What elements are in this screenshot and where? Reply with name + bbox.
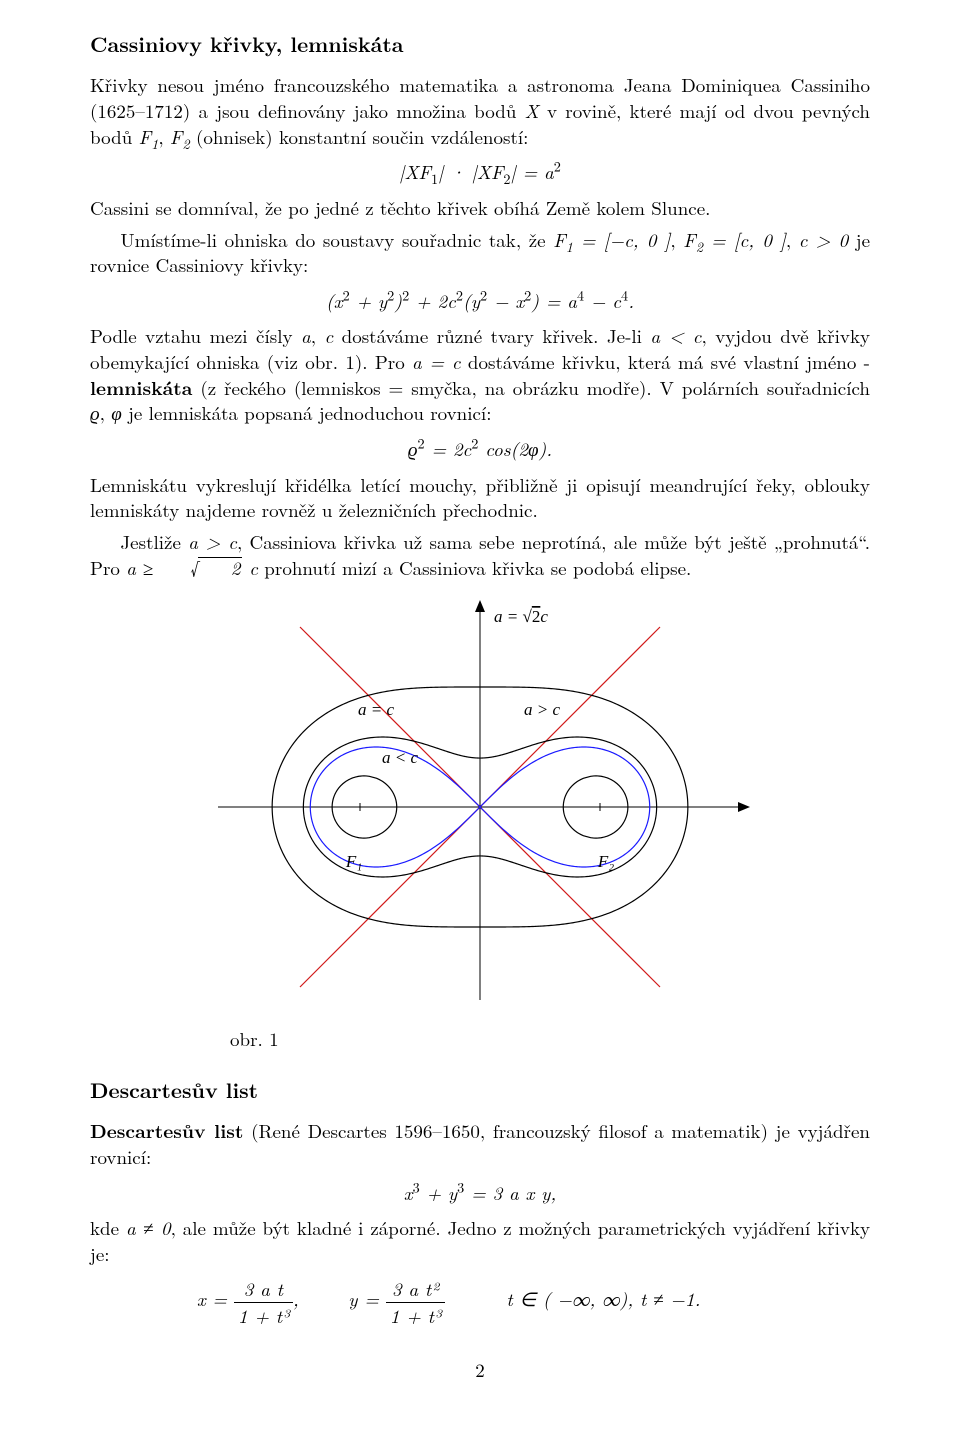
fraction-y: 3 a t² 1 + t³ bbox=[386, 1276, 445, 1328]
math-inline: a ≥ 2 c bbox=[126, 554, 258, 581]
var-c: c bbox=[324, 322, 333, 349]
term-descartes: Descartesův list bbox=[90, 1116, 243, 1144]
frac-num: 3 a t bbox=[234, 1276, 293, 1302]
var-x: X bbox=[525, 97, 539, 124]
text: , bbox=[670, 226, 683, 253]
var-a: a bbox=[301, 322, 311, 349]
text: , bbox=[311, 322, 325, 349]
descartes-paragraph-2: kde a ≠ 0, ale může být kladné i záporné… bbox=[90, 1215, 870, 1266]
math-inline: a < c bbox=[650, 322, 701, 349]
cassini-paragraph-6: Jestliže a > c, Cassiniova křivka už sam… bbox=[90, 529, 870, 580]
text: Umístíme-li ohniska do soustavy souřadni… bbox=[120, 226, 553, 253]
math-inline: c > 0 bbox=[799, 226, 848, 253]
cassini-eq-3: ϱ2 = 2c2 cos(2φ). bbox=[90, 436, 870, 462]
cassini-eq-2: (x2 + y2)2 + 2c2(y2 − x2) = a4 − c4. bbox=[90, 288, 870, 314]
cassini-paragraph-1: Křivky nesou jméno francouzského matemat… bbox=[90, 72, 870, 149]
var-rho: ϱ bbox=[90, 399, 100, 426]
math-inline: a ≠ 0 bbox=[126, 1214, 171, 1241]
descartes-eq-1: x3 + y3 = 3 a x y, bbox=[90, 1180, 870, 1206]
descartes-eq-2: x = 3 a t 1 + t³ , y = 3 a t² 1 + t³ t ∈… bbox=[90, 1276, 870, 1328]
figure-cassini: a = √2c a > c a = c a < c F₁ F₂ bbox=[90, 592, 870, 1012]
cassini-paragraph-4: Podle vztahu mezi čísly a, c dostáváme r… bbox=[90, 323, 870, 426]
eq-x-label: x = bbox=[197, 1286, 234, 1313]
page-number: 2 bbox=[90, 1357, 870, 1383]
svg-text:a < c: a < c bbox=[382, 748, 418, 767]
text: Jestliže bbox=[120, 528, 188, 555]
cassini-paragraph-5: Lemniskátu vykreslují křidélka letící mo… bbox=[90, 472, 870, 523]
cassini-diagram: a = √2c a > c a = c a < c F₁ F₂ bbox=[200, 592, 760, 1012]
eq-range: t ∈ ( −∞, ∞), t ≠ −1. bbox=[506, 1286, 700, 1313]
text: Podle vztahu mezi čísly bbox=[90, 322, 301, 349]
section-title-cassini: Cassiniovy křivky, lemniskáta bbox=[90, 30, 870, 58]
fraction-x: 3 a t 1 + t³ bbox=[234, 1276, 293, 1328]
text: , ale může být kladné i záporné. Jedno z… bbox=[90, 1214, 870, 1267]
frac-den: 1 + t³ bbox=[234, 1302, 293, 1329]
cassini-paragraph-3: Umístíme-li ohniska do soustavy souřadni… bbox=[90, 227, 870, 278]
svg-text:F₂: F₂ bbox=[597, 852, 614, 871]
var-f2: F2 bbox=[170, 123, 190, 150]
math-inline: F1 = [−c, 0 ] bbox=[553, 226, 670, 253]
eq-y-label: y = bbox=[348, 1286, 385, 1313]
math-inline: a = c bbox=[412, 348, 461, 375]
text: dostáváme křivku, která má své vlastní j… bbox=[461, 348, 870, 375]
cassini-paragraph-2: Cassini se domníval, že po jedné z těcht… bbox=[90, 195, 870, 221]
text: je lemniskáta popsaná jednoduchou rovnic… bbox=[122, 399, 492, 426]
frac-num: 3 a t² bbox=[386, 1276, 445, 1302]
text: prohnutí mizí a Cassiniova křivka se pod… bbox=[258, 554, 691, 581]
text: , bbox=[786, 226, 799, 253]
math-inline: F2 = [c, 0 ] bbox=[683, 226, 786, 253]
var-f1: F1 bbox=[139, 123, 159, 150]
frac-den: 1 + t³ bbox=[386, 1302, 445, 1329]
text: , bbox=[158, 123, 170, 150]
text: (ohnisek) konstantní součin vzdáleností: bbox=[190, 123, 529, 150]
math-inline: a > c bbox=[188, 528, 237, 555]
text: (z řeckého (lemniskos = smyčka, na obráz… bbox=[192, 374, 870, 401]
figure-caption: obr. 1 bbox=[90, 1026, 870, 1052]
text: kde bbox=[90, 1214, 126, 1241]
term-lemniskata: lemniskáta bbox=[90, 373, 192, 401]
var-phi: φ bbox=[111, 399, 122, 426]
cassini-eq-1: |XF1| · |XF2| = a2 bbox=[90, 159, 870, 185]
text: , bbox=[293, 1286, 299, 1313]
text: dostáváme různé tvary křivek. Je-li bbox=[333, 322, 650, 349]
svg-text:F₁: F₁ bbox=[345, 852, 362, 871]
text: , bbox=[100, 399, 112, 426]
svg-text:a > c: a > c bbox=[524, 700, 560, 719]
descartes-paragraph-1: Descartesův list (René Descartes 1596–16… bbox=[90, 1118, 870, 1169]
svg-text:a = √2c: a = √2c bbox=[494, 607, 548, 626]
svg-text:a = c: a = c bbox=[358, 700, 394, 719]
section-title-descartes: Descartesův list bbox=[90, 1076, 870, 1104]
